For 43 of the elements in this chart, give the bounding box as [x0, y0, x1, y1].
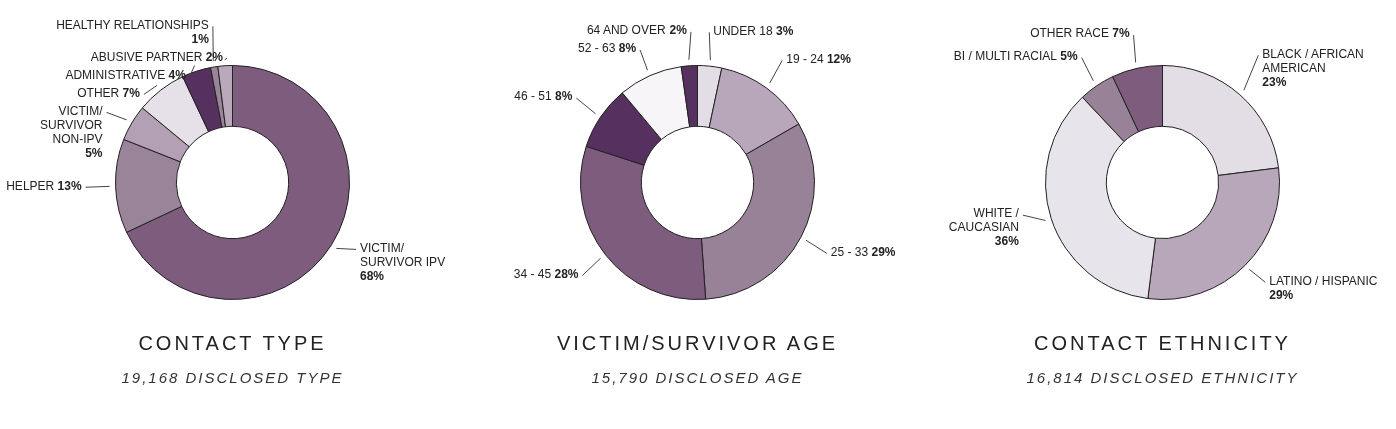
text: VICTIM/SURVIVOR AGE — [555, 332, 840, 355]
data-label: 3% — [775, 23, 794, 38]
data-label: 36% — [994, 234, 1020, 249]
slice-label: HEALTHY RELATIONSHIPS — [56, 17, 209, 32]
data-label: 29% — [1269, 287, 1294, 302]
slice-label: 46 - 51 — [514, 89, 555, 104]
data-label: 5% — [85, 145, 103, 160]
slice-label: ADMINISTRATIVE — [65, 67, 169, 82]
slice-label: 64 AND OVER — [586, 23, 669, 38]
text: CONTACT TYPE — [137, 332, 328, 355]
slice-label: UNDER 18 — [713, 23, 776, 38]
slice-label: ABUSIVE PARTNER — [90, 49, 206, 64]
data-label: 8% — [554, 89, 573, 104]
data-label: 1% — [191, 31, 210, 46]
data-label: 5% — [1060, 48, 1078, 63]
slice-label: LATINO / HISPANIC — [1269, 273, 1378, 288]
slice-label: 52 - 63 — [578, 41, 619, 56]
slice-label: 25 - 33 — [830, 244, 872, 259]
data-label: 13% — [57, 178, 82, 193]
slice-label: VICTIM/ SURVIVOR NON-IPV — [40, 103, 104, 146]
text: CONTACT ETHNICITY — [1033, 332, 1292, 355]
text: 19,168 DISCLOSED TYPE — [120, 369, 345, 386]
slice-label: 34 - 45 — [513, 266, 555, 281]
slice-label: 19 - 24 — [786, 51, 827, 66]
data-label: 7% — [1112, 26, 1130, 41]
slice-label: BI / MULTI RACIAL — [953, 48, 1060, 63]
slice-label: OTHER RACE — [1030, 26, 1113, 41]
text: 16,814 DISCLOSED ETHNICITY — [1025, 369, 1300, 386]
text: 15,790 DISCLOSED AGE — [590, 369, 805, 386]
data-label: 7% — [122, 85, 141, 100]
data-label: 2% — [669, 23, 688, 38]
data-label: 12% — [826, 51, 852, 66]
slice-label: HELPER — [6, 178, 58, 193]
data-label: 68% — [359, 268, 385, 283]
data-label: 23% — [1262, 74, 1287, 89]
slice-label: OTHER — [77, 85, 123, 100]
slice-label: BLACK / AFRICAN AMERICAN — [1262, 46, 1364, 75]
data-label: 8% — [618, 41, 637, 56]
slice-label: VICTIM/ SURVIVOR IPV — [359, 240, 446, 269]
data-label: 28% — [554, 266, 579, 281]
data-label: 4% — [168, 67, 187, 82]
data-label: 29% — [871, 244, 896, 259]
slice-label: WHITE / CAUCASIAN — [948, 206, 1020, 235]
